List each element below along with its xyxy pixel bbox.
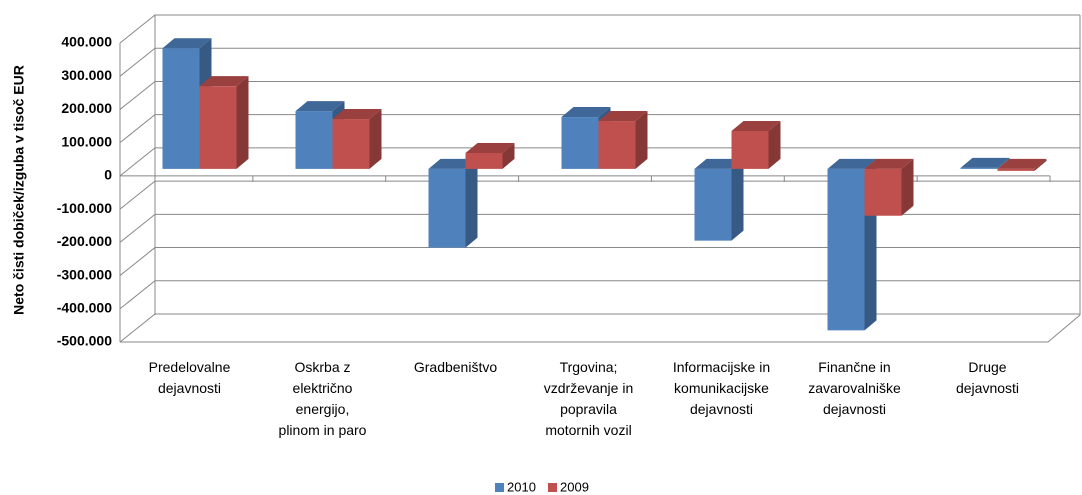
legend-swatch [495, 483, 504, 492]
x-tick-label: Gradbeništvo [413, 359, 498, 375]
bar-top [295, 101, 345, 112]
bar [598, 121, 636, 169]
grid-line [119, 247, 1080, 276]
y-tick-label: 300.000 [61, 67, 112, 83]
bar-top [997, 158, 1047, 169]
bar [332, 119, 370, 169]
y-tick-label: 0 [104, 167, 112, 183]
bar [295, 111, 333, 169]
bar-top [731, 121, 781, 132]
y-tick-label: -500.000 [57, 333, 112, 349]
bar-top [465, 142, 515, 153]
x-tick-label: Oskrba z električno energijo, plinom in … [278, 359, 367, 438]
bar-top [827, 158, 877, 169]
bar-side [768, 121, 781, 169]
bar-side [901, 158, 914, 216]
bar-top [199, 76, 249, 87]
bar [997, 168, 1035, 171]
x-tick-label: Informacijske in komunikacijske dejavnos… [672, 359, 771, 417]
bar [731, 131, 769, 169]
bar-side [1034, 158, 1047, 171]
bar [561, 117, 599, 169]
bar-top [332, 109, 382, 120]
bar-top [694, 158, 744, 169]
bar-side [236, 76, 249, 169]
grid-line [119, 180, 1080, 210]
bar [864, 168, 902, 216]
bar [827, 168, 865, 331]
y-tick-label: -200.000 [57, 233, 112, 249]
bar-top [428, 158, 478, 169]
bar-top [162, 38, 212, 49]
grid-line [119, 47, 1080, 77]
y-tick-label: -100.000 [57, 200, 112, 216]
y-axis-title: Neto čisti dobiček/izguba v tisoč EUR [11, 65, 27, 315]
grid-line [119, 213, 1080, 243]
grid-line [119, 80, 1080, 110]
grid-line [119, 114, 1080, 144]
x-tick-label: Finančne in zavarovalniške dejavnosti [808, 359, 901, 417]
x-tick-label: Druge dejavnosti [955, 359, 1020, 396]
bar [694, 168, 732, 241]
bar-side [997, 157, 1010, 169]
bar-top [960, 157, 1010, 168]
bar-side [465, 158, 478, 248]
bar [465, 152, 503, 169]
bar [199, 86, 237, 169]
bar-top [561, 107, 611, 118]
bar-top [864, 158, 914, 169]
legend-label: 2010 [507, 479, 536, 494]
bar-side [502, 142, 515, 169]
x-tick-label: Trgovina; vzdrževanje in popravila motor… [543, 359, 634, 438]
y-tick-label: 100.000 [61, 133, 112, 149]
bar-side [731, 158, 744, 241]
floor-edge [1047, 314, 1081, 343]
y-tick-label: -400.000 [57, 299, 112, 315]
bar-side [369, 109, 382, 169]
grid-line [119, 313, 1080, 343]
y-tick-label: -300.000 [57, 266, 112, 282]
bar-top [598, 111, 648, 122]
bar [960, 167, 998, 169]
bar [162, 48, 200, 169]
legend-swatch [548, 483, 557, 492]
legend-label: 2009 [560, 479, 589, 494]
x-tick-label: Predelovalne dejavnosti [148, 359, 231, 396]
y-tick-label: 200.000 [61, 100, 112, 116]
grid-line [119, 14, 1080, 44]
bar-side [635, 111, 648, 169]
bar [428, 168, 466, 248]
y-tick-label: 400.000 [61, 34, 112, 50]
grid-line [119, 280, 1080, 310]
